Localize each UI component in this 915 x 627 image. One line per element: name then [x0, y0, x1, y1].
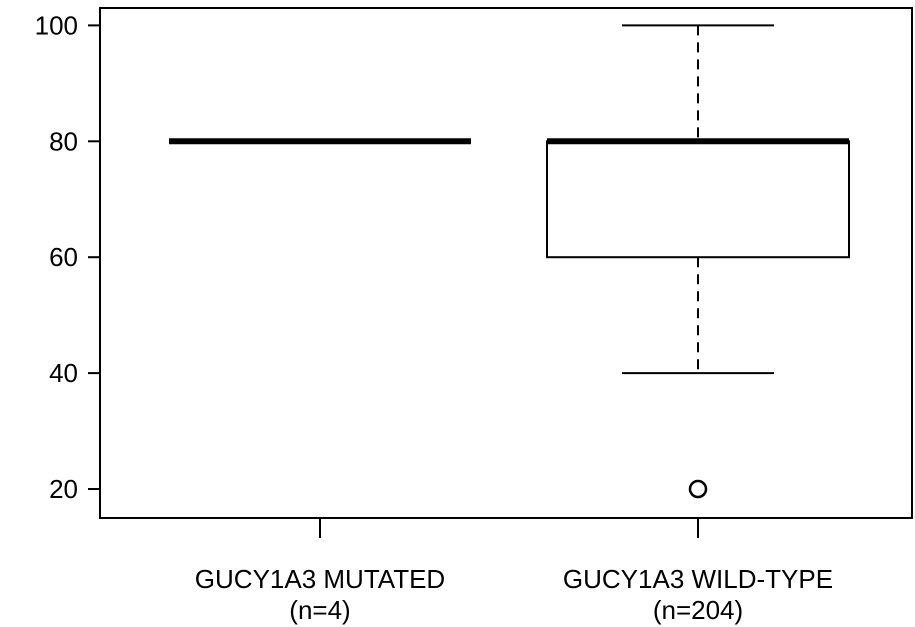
plot-frame [99, 7, 913, 519]
box-group [546, 24, 850, 499]
y-tick-label: 20 [49, 474, 78, 504]
y-axis: 20 40 60 80 100 [35, 10, 100, 504]
x-category-count-label: (n=204) [653, 595, 743, 625]
y-tick-label: 40 [49, 358, 78, 388]
outlier-point [688, 479, 708, 499]
x-category-count-label: (n=4) [289, 595, 350, 625]
boxes [169, 24, 850, 499]
x-category-label: GUCY1A3 MUTATED [195, 564, 445, 594]
y-tick-label: 80 [49, 126, 78, 156]
plot-border [99, 7, 913, 519]
y-tick-label: 100 [35, 10, 78, 40]
x-category-label: GUCY1A3 WILD-TYPE [563, 564, 833, 594]
y-tick-label: 60 [49, 242, 78, 272]
iqr-box [546, 140, 850, 259]
x-axis: GUCY1A3 MUTATED(n=4) GUCY1A3 WILD-TYPE(n=… [195, 518, 833, 625]
